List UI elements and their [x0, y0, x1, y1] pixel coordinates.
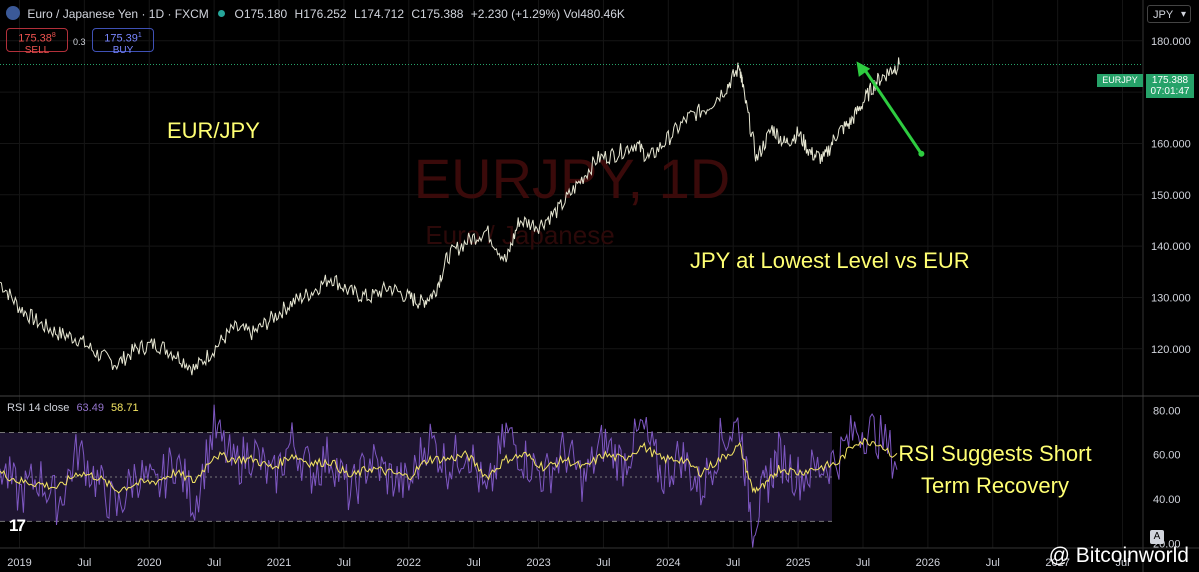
rsi-series	[0, 404, 898, 548]
x-tick-label: 2024	[656, 557, 680, 569]
sell-price-sup: 8	[51, 32, 56, 39]
arrow-shaft	[863, 68, 923, 155]
rsi-ma-legend-value: 58.71	[111, 402, 139, 414]
price-y-tick-label: 160.000	[1151, 138, 1191, 150]
rsi-line	[0, 404, 898, 548]
low-value: 174.712	[360, 7, 405, 21]
arrow-head	[856, 61, 871, 77]
sell-price: 175.38	[18, 32, 52, 45]
price-y-tick-label: 150.000	[1151, 190, 1191, 202]
buy-price-sup: 1	[137, 32, 142, 39]
rsi-ma-line	[0, 437, 898, 494]
symbol-price-tag: EURJPY	[1097, 74, 1143, 87]
close-label: C	[411, 7, 421, 21]
buy-button[interactable]: 175.391 BUY	[92, 28, 154, 56]
x-tick-label: Jul	[77, 557, 91, 569]
rsi-annotation-line1: RSI Suggests Short	[898, 441, 1092, 466]
buy-price: 175.39	[104, 32, 138, 45]
headline-annotation: JPY at Lowest Level vs EUR	[690, 248, 970, 273]
rsi-legend-value: 63.49	[76, 402, 104, 414]
rsi-legend[interactable]: RSI 14 close 63.49 58.71	[7, 402, 139, 414]
x-tick-label: 2025	[786, 557, 810, 569]
auto-scale-button[interactable]: A	[1150, 530, 1164, 544]
x-tick-label: Jul	[337, 557, 351, 569]
x-tick-label: Jul	[986, 557, 1000, 569]
price-series	[0, 57, 900, 376]
open-label: O	[234, 7, 244, 21]
x-tick-label: 2020	[137, 557, 161, 569]
arrow-tail	[918, 150, 925, 157]
rsi-legend-label: RSI 14 close	[7, 402, 70, 414]
change-value: +2.230 (+1.29%)	[470, 7, 561, 21]
rsi-levels	[0, 432, 832, 522]
sell-label: SELL	[24, 44, 50, 56]
rsi-annotation-line2: Term Recovery	[921, 473, 1069, 498]
price-y-tick-label: 180.000	[1151, 36, 1191, 48]
high-label: H	[294, 7, 304, 21]
open-value: 175.180	[243, 7, 288, 21]
price-y-tick-label: 120.000	[1151, 344, 1191, 356]
pair-annotation: EUR/JPY	[167, 118, 260, 143]
last-price-tag: 175.388 07:01:47	[1146, 74, 1194, 98]
x-tick-label: 2023	[526, 557, 550, 569]
close-value: 175.388	[420, 7, 464, 21]
last-price-value: 175.388	[1151, 75, 1189, 86]
low-label: L	[353, 7, 361, 21]
market-open-icon	[218, 10, 226, 17]
annotation-arrow	[856, 61, 925, 157]
price-y-tick-label: 130.000	[1151, 292, 1191, 304]
price-y-tick-label: 140.000	[1151, 241, 1191, 253]
high-value: 176.252	[303, 7, 347, 21]
x-tick-label: Jul	[1116, 557, 1130, 569]
x-tick-label: 2026	[916, 557, 940, 569]
x-tick-label: 2022	[397, 557, 421, 569]
x-tick-label: 2019	[7, 557, 31, 569]
chart-header: Euro / Japanese Yen · 1D · FXCM O175.180…	[6, 6, 629, 21]
x-tick-label: Jul	[207, 557, 221, 569]
x-tick-label: Jul	[726, 557, 740, 569]
tradingview-logo[interactable]: 17	[9, 516, 26, 535]
x-tick-label: 2021	[267, 557, 291, 569]
x-tick-label: Jul	[856, 557, 870, 569]
bitcoinworld-watermark: @ Bitcoinworld	[1048, 544, 1189, 567]
volume-value: 480.46K	[580, 7, 625, 21]
x-tick-label: 2027	[1045, 557, 1069, 569]
x-tick-label: Jul	[467, 557, 481, 569]
symbol-title[interactable]: Euro / Japanese Yen · 1D · FXCM	[27, 7, 209, 21]
x-tick-label: Jul	[596, 557, 610, 569]
rsi-y-tick-label: 60.00	[1153, 450, 1181, 462]
buy-label: BUY	[112, 44, 134, 56]
rsi-y-tick-label: 80.00	[1153, 405, 1181, 417]
chart-watermark-symbol: EURJPY, 1D	[414, 147, 730, 210]
rsi-y-tick-label: 40.00	[1153, 494, 1181, 506]
euro-flag-icon	[6, 6, 20, 20]
sell-button[interactable]: 175.388 SELL	[6, 28, 68, 56]
spread-value: 0.3	[73, 37, 86, 47]
volume-label: Vol	[563, 7, 581, 21]
rsi-annotation: RSI Suggests Short Term Recovery	[875, 438, 1115, 502]
price-line	[0, 57, 900, 376]
grid	[0, 0, 1142, 548]
bar-countdown: 07:01:47	[1150, 86, 1190, 97]
currency-select[interactable]: JPY	[1147, 5, 1191, 24]
